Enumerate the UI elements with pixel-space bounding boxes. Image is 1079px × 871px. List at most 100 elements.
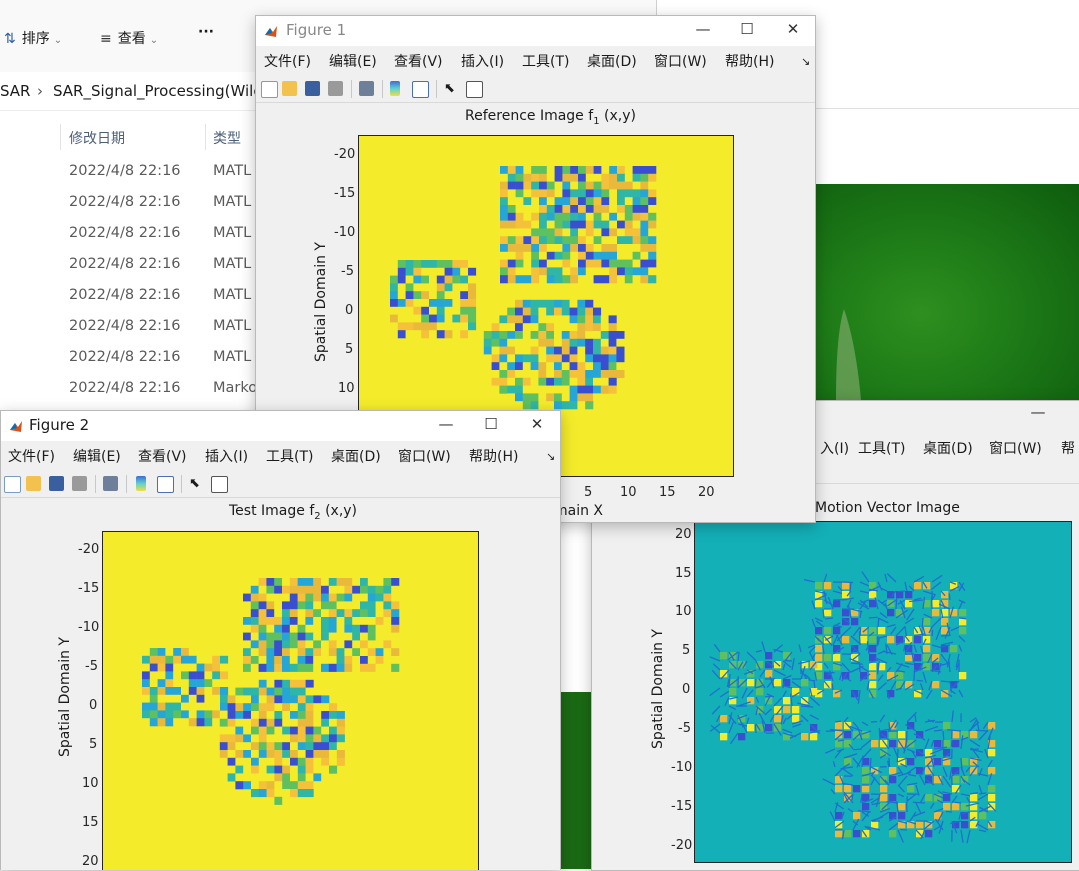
image-pixel: [259, 601, 267, 609]
open-folder-icon[interactable]: [282, 81, 297, 96]
image-pixel: [360, 594, 368, 602]
image-pixel: [531, 228, 539, 236]
menu-item-view[interactable]: 查看(V): [394, 51, 443, 71]
image-pixel: [267, 703, 275, 711]
motion-vector-arrow: [970, 749, 979, 750]
image-pixel: [633, 252, 641, 260]
print-icon[interactable]: [328, 81, 343, 96]
image-pixel: [251, 695, 259, 703]
y-tick-label: -10: [671, 760, 692, 775]
image-pixel: [516, 166, 524, 174]
column-header-date[interactable]: 修改日期: [69, 128, 125, 148]
image-pixel: [531, 347, 539, 355]
image-pixel: [633, 228, 641, 236]
image-pixel: [500, 252, 508, 260]
menu-item-window[interactable]: 窗口(W): [989, 438, 1042, 458]
menu-overflow-icon[interactable]: ↘: [546, 450, 555, 463]
menu-item-view[interactable]: 查看(V): [138, 446, 187, 466]
menu-item-tools[interactable]: 工具(T): [266, 446, 313, 466]
image-pixel: [352, 586, 360, 594]
close-icon[interactable]: ✕: [783, 20, 803, 38]
minimize-icon[interactable]: —: [436, 415, 456, 433]
new-figure-icon[interactable]: [261, 81, 278, 98]
image-pixel: [452, 322, 460, 330]
image-pixel: [313, 656, 321, 664]
save-icon[interactable]: [305, 81, 320, 96]
minimize-icon[interactable]: —: [693, 20, 713, 38]
image-pixel: [337, 625, 345, 633]
save-icon[interactable]: [49, 476, 64, 491]
image-pixel: [329, 648, 337, 656]
print-icon[interactable]: [72, 476, 87, 491]
image-pixel: [539, 189, 547, 197]
legend-icon[interactable]: [412, 81, 429, 98]
image-pixel: [298, 773, 306, 781]
image-pixel: [765, 670, 772, 677]
view-button[interactable]: ≡查看⌄: [100, 28, 158, 48]
breadcrumb-item-folder[interactable]: SAR_Signal_Processing(Wile: [53, 82, 263, 100]
new-figure-icon[interactable]: [4, 476, 21, 493]
menu-item-desktop[interactable]: 桌面(D): [923, 438, 973, 458]
menu-item-insert[interactable]: 插入(I): [461, 51, 504, 71]
image-pixel: [570, 362, 578, 370]
menu-item-help[interactable]: 帮: [1061, 438, 1075, 458]
column-header-type[interactable]: 类型: [213, 128, 241, 148]
menu-item-file[interactable]: 文件(F): [8, 446, 55, 466]
toolbar-separator: [351, 80, 352, 98]
image-pixel: [547, 174, 555, 182]
menu-item-insert[interactable]: 插入(I): [205, 446, 248, 466]
image-pixel: [235, 703, 243, 711]
pointer-icon[interactable]: ⬉: [189, 476, 204, 491]
menu-item-help[interactable]: 帮助(H): [469, 446, 518, 466]
image-pixel: [391, 601, 399, 609]
image-pixel: [934, 740, 941, 747]
menu-item-window[interactable]: 窗口(W): [398, 446, 451, 466]
menu-item-tools[interactable]: 工具(T): [858, 438, 905, 458]
property-inspector-icon[interactable]: [466, 81, 483, 98]
motion-vector-arrow: [880, 613, 887, 618]
image-pixel: [578, 275, 586, 283]
menu-item-edit[interactable]: 编辑(E): [329, 51, 377, 71]
pointer-icon[interactable]: ⬉: [444, 81, 459, 96]
link-plot-icon[interactable]: [103, 476, 118, 491]
sort-button[interactable]: ⇅排序⌄: [4, 28, 62, 48]
motion-vector-arrow: [905, 618, 914, 624]
menu-item-tools[interactable]: 工具(T): [522, 51, 569, 71]
link-plot-icon[interactable]: [359, 81, 374, 96]
menu-item-window[interactable]: 窗口(W): [654, 51, 707, 71]
motion-vector-arrow: [862, 572, 869, 582]
motion-vector-arrow: [920, 683, 923, 690]
property-inspector-icon[interactable]: [211, 476, 228, 493]
legend-icon[interactable]: [157, 476, 174, 493]
close-icon[interactable]: ✕: [527, 415, 547, 433]
image-pixel: [577, 300, 585, 308]
image-pixel: [189, 656, 197, 664]
breadcrumb-item-sar[interactable]: SAR: [0, 82, 30, 100]
image-pixel: [562, 267, 570, 275]
image-pixel: [648, 275, 656, 283]
menu-item-file[interactable]: 文件(F): [264, 51, 311, 71]
image-pixel: [523, 370, 531, 378]
colorbar-icon[interactable]: [390, 81, 400, 96]
y-axis-label: Spatial Domain Y: [313, 242, 329, 362]
image-pixel: [601, 244, 609, 252]
minimize-icon[interactable]: —: [1028, 403, 1048, 421]
menu-item-insert[interactable]: 入(I): [820, 438, 849, 458]
motion-vector-arrow: [929, 681, 932, 690]
menu-item-help[interactable]: 帮助(H): [725, 51, 774, 71]
more-options-button[interactable]: ···: [198, 24, 214, 40]
open-folder-icon[interactable]: [26, 476, 41, 491]
menu-overflow-icon[interactable]: ↘: [801, 55, 810, 68]
maximize-icon[interactable]: ☐: [737, 20, 757, 38]
image-pixel: [298, 766, 306, 774]
menu-item-desktop[interactable]: 桌面(D): [587, 51, 637, 71]
maximize-icon[interactable]: ☐: [481, 415, 501, 433]
motion-vector-arrow: [897, 671, 905, 672]
image-pixel: [547, 228, 555, 236]
image-pixel: [259, 664, 267, 672]
menubar: 文件(F) 编辑(E) 查看(V) 插入(I) 工具(T) 桌面(D) 窗口(W…: [256, 46, 815, 74]
menu-item-desktop[interactable]: 桌面(D): [331, 446, 381, 466]
menu-item-edit[interactable]: 编辑(E): [73, 446, 121, 466]
image-pixel: [562, 166, 570, 174]
colorbar-icon[interactable]: [136, 476, 146, 491]
